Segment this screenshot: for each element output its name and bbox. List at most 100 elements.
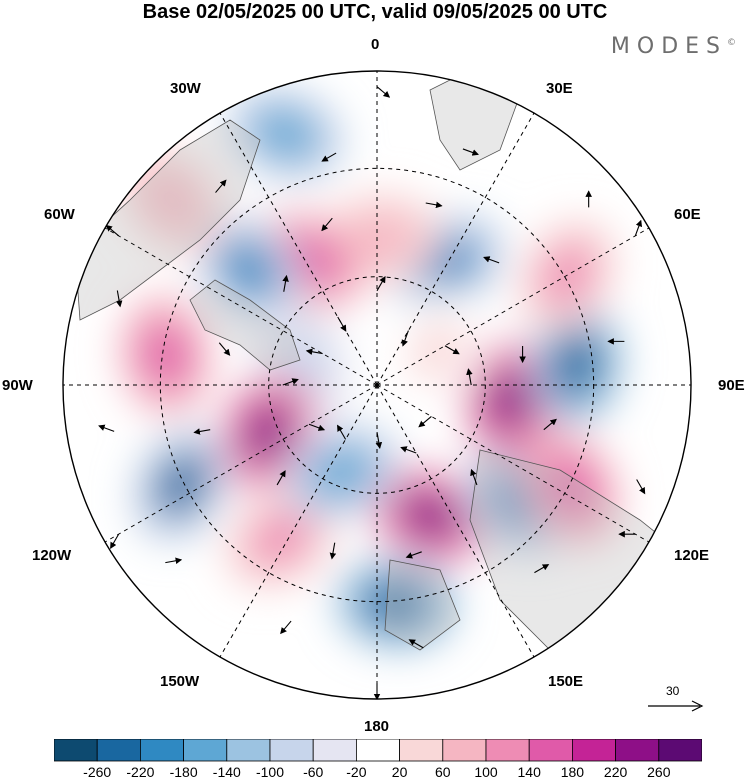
lon-label-60e: 60E (674, 206, 701, 223)
lon-label-30w: 30W (170, 80, 201, 97)
colorbar-swatch (572, 739, 617, 762)
north-pole-marker: • (375, 379, 379, 393)
colorbar-label: -260 (83, 764, 112, 780)
anomaly-core (308, 446, 375, 498)
colorbar-swatch (312, 739, 357, 762)
wind-vector (308, 423, 326, 431)
reference-vector-value: 30 (666, 684, 680, 698)
anomaly-core (552, 330, 601, 398)
wind-vector (405, 551, 422, 559)
wind-vector (483, 256, 500, 264)
lon-label-120w: 120W (32, 547, 72, 564)
wind-vector (376, 86, 391, 98)
wind-vector (218, 342, 231, 356)
wind-vector (165, 557, 183, 565)
latitude-circle (268, 276, 486, 494)
wind-vector (408, 639, 424, 649)
wind-vector (462, 148, 479, 156)
lon-label-90w: 90W (2, 377, 33, 394)
wind-vector (466, 368, 473, 386)
colorbar-label: -140 (212, 764, 241, 780)
map-boundary (62, 70, 692, 700)
wind-vector (543, 418, 557, 431)
alaska (384, 559, 461, 651)
colorbar-swatch (399, 739, 444, 762)
anomaly-core (142, 170, 201, 231)
anomaly-core (483, 367, 533, 435)
wind-vector (276, 470, 286, 486)
wind-vector (321, 152, 337, 162)
wind-vector (305, 348, 323, 356)
lon-label-60w: 60W (44, 206, 75, 223)
anomaly-core (397, 490, 463, 542)
wind-vector (193, 428, 211, 435)
wind-vector (280, 620, 292, 635)
copyright-mark: © (727, 38, 736, 48)
anomaly-core (348, 213, 417, 262)
lon-label-30e: 30E (546, 80, 573, 97)
colorbar-swatch (355, 739, 400, 762)
colorbar-label: 180 (560, 764, 585, 780)
lon-label-150e: 150E (548, 673, 584, 690)
lon-label-120e: 120E (674, 547, 710, 564)
colorbar-labels: -260 -220 -180 -140 -100 -60 -20 20 60 100 140 180 2… (0, 764, 750, 782)
wind-vector (401, 330, 409, 347)
wind-vector (425, 201, 443, 209)
colorbar-swatch (269, 739, 314, 762)
wind-vector (444, 345, 460, 355)
colorbar-swatch (183, 739, 228, 762)
colorbar-swatch (140, 739, 185, 762)
anomaly-core (219, 239, 278, 300)
brand-logo: MODES© (611, 34, 736, 59)
anomaly-core (252, 108, 319, 160)
wind-vector (215, 179, 227, 193)
colorbar-swatch (54, 739, 98, 762)
lon-label-90e: 90E (718, 377, 745, 394)
wind-vector (400, 446, 417, 454)
wind-vector (376, 275, 386, 292)
wind-vector (375, 432, 383, 449)
brand-name: MODES (610, 34, 727, 59)
north-america (74, 119, 261, 321)
anomaly-core (141, 321, 190, 390)
wind-vector (534, 564, 550, 574)
colorbar-label: -20 (346, 764, 367, 780)
anomaly-core (241, 398, 293, 465)
colorbar-label: 140 (517, 764, 541, 780)
wind-vector-layer (98, 86, 646, 699)
wind-vector (321, 217, 333, 232)
wind-vector (634, 219, 643, 237)
wind-vector (115, 290, 123, 308)
colorbar-label: -60 (303, 764, 324, 780)
colorbar-label: 260 (647, 764, 671, 780)
wind-vector (110, 533, 120, 549)
colorbar-label: 100 (474, 764, 498, 780)
map-title: Base 02/05/2025 00 UTC, valid 09/05/2025… (142, 1, 608, 23)
colorbar-swatch (442, 739, 487, 762)
wind-vector (337, 316, 347, 332)
greenland (189, 279, 301, 371)
anomaly-core (154, 452, 208, 517)
wind-vector (282, 274, 289, 292)
wind-vector (282, 378, 299, 386)
graticule (63, 71, 691, 699)
colorbar-label: -100 (255, 764, 285, 780)
colorbar-label: 220 (603, 764, 628, 780)
colorbar-label: 20 (391, 764, 408, 780)
wind-vector (105, 224, 120, 237)
lon-label-180: 180 (364, 718, 390, 735)
colorbar-swatch (658, 739, 702, 762)
colorbar-label: -180 (169, 764, 198, 780)
reference-vector-arrow (648, 700, 704, 712)
colorbar-label: -220 (126, 764, 155, 780)
wind-vector (418, 415, 432, 428)
colorbar (54, 739, 702, 762)
wind-vector (98, 424, 115, 432)
lon-label-150w: 150W (160, 673, 200, 690)
colorbar-label: 60 (435, 764, 451, 780)
wind-vector (636, 479, 646, 495)
colorbar-swatch (96, 739, 141, 762)
wind-vector (337, 424, 347, 440)
colorbar-swatch (528, 739, 573, 762)
